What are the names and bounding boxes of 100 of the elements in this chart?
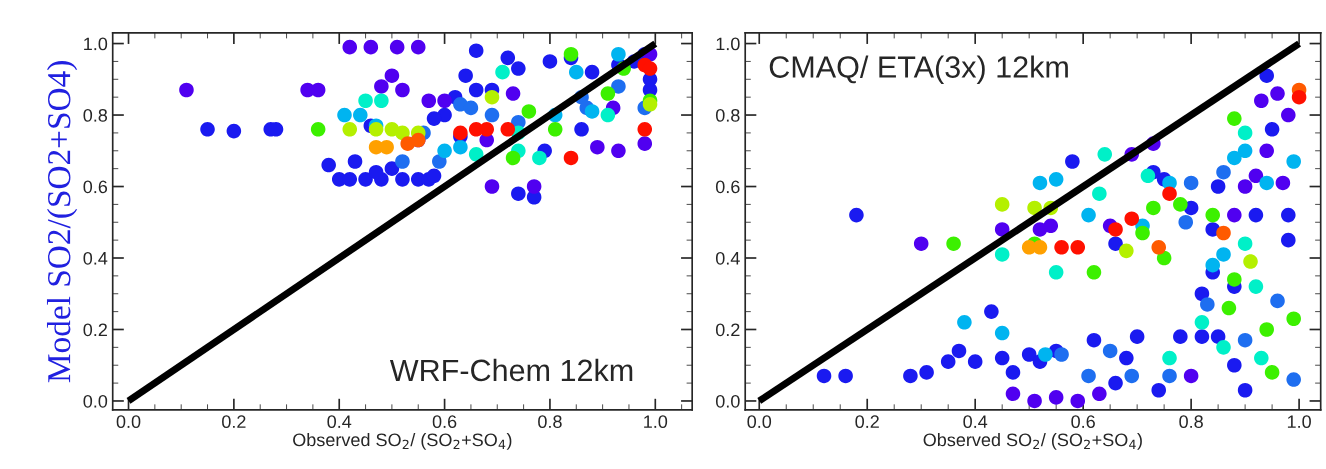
- point: [1032, 240, 1048, 255]
- point: [479, 122, 495, 137]
- x-tick-label: 0.2: [855, 415, 879, 429]
- point: [1005, 386, 1021, 402]
- point: [1227, 272, 1242, 287]
- point: [1183, 175, 1199, 191]
- point: [410, 39, 426, 55]
- y-tick-label: 0.8: [83, 108, 108, 122]
- point: [511, 186, 526, 201]
- point: [1221, 300, 1237, 316]
- point: [1054, 240, 1069, 255]
- point: [542, 54, 558, 69]
- point: [1146, 200, 1161, 216]
- point: [1237, 236, 1253, 251]
- point: [838, 368, 853, 384]
- x-tick-label: 1.0: [1287, 415, 1311, 429]
- x-tick-label: 0.8: [538, 415, 562, 429]
- point: [600, 107, 616, 123]
- y-tick-label: 0.4: [83, 251, 108, 265]
- point: [437, 93, 452, 109]
- point: [1173, 197, 1188, 212]
- point: [1281, 232, 1296, 248]
- point: [1205, 257, 1221, 273]
- point: [1102, 343, 1118, 359]
- point: [1194, 329, 1210, 344]
- point: [946, 236, 961, 251]
- point: [1264, 365, 1280, 380]
- point: [342, 122, 358, 137]
- y-tick-label: 1.0: [84, 37, 108, 51]
- point: [1065, 154, 1080, 169]
- point: [1151, 240, 1167, 255]
- point: [468, 147, 484, 162]
- point: [642, 97, 658, 112]
- y-tick-label: 0.6: [83, 180, 108, 194]
- point: [600, 86, 616, 101]
- point: [994, 222, 1010, 237]
- point: [374, 93, 389, 109]
- point: [1048, 390, 1064, 405]
- y-tick-label: 0.8: [715, 108, 740, 122]
- point: [1162, 186, 1177, 201]
- point: [1032, 175, 1048, 191]
- point: [1210, 179, 1226, 194]
- point: [1243, 254, 1258, 269]
- point: [590, 139, 605, 155]
- point: [1140, 168, 1156, 184]
- point: [500, 122, 516, 137]
- point: [368, 122, 384, 137]
- point: [994, 325, 1010, 341]
- point: [1005, 365, 1021, 380]
- point: [1227, 357, 1242, 373]
- point: [957, 315, 972, 330]
- point: [363, 39, 379, 55]
- point: [426, 168, 442, 184]
- point: [994, 350, 1010, 366]
- x-tick-label: 0.8: [1179, 415, 1203, 429]
- point: [1216, 247, 1231, 262]
- y-tick-label: 0.4: [715, 251, 740, 265]
- point: [584, 104, 600, 119]
- point: [967, 354, 983, 369]
- point: [395, 82, 410, 98]
- point: [1038, 347, 1053, 362]
- point: [611, 143, 626, 159]
- point: [1216, 225, 1231, 241]
- point: [903, 368, 918, 384]
- point: [1124, 211, 1140, 226]
- point: [321, 157, 336, 173]
- point: [1205, 207, 1221, 223]
- point: [1281, 107, 1296, 123]
- point: [1119, 350, 1134, 366]
- point: [994, 197, 1010, 212]
- point: [1194, 315, 1210, 330]
- point: [1183, 368, 1199, 384]
- point: [1178, 214, 1194, 230]
- point: [1259, 143, 1274, 159]
- point: [337, 107, 352, 123]
- point: [574, 122, 589, 137]
- point: [1237, 143, 1253, 159]
- x-tick-label: 0.4: [327, 415, 352, 429]
- point: [1070, 240, 1086, 255]
- point: [1135, 225, 1150, 241]
- point: [484, 179, 500, 194]
- point: [1227, 150, 1242, 166]
- point: [1254, 350, 1269, 366]
- point: [1286, 154, 1301, 169]
- point: [1264, 122, 1280, 137]
- point: [500, 50, 516, 66]
- point: [511, 61, 526, 76]
- point: [1108, 236, 1123, 251]
- point: [1092, 186, 1107, 201]
- y-tick-label: 0.0: [715, 394, 740, 408]
- point: [816, 368, 832, 384]
- x-tick-label: 0.0: [747, 415, 772, 429]
- point: [1237, 332, 1253, 348]
- point: [358, 172, 373, 187]
- point: [1286, 372, 1301, 387]
- point: [1173, 329, 1188, 344]
- x-axis-title: Observed SO$_{2}$/ (SO$_{2}$+SO$_{4}$): [293, 432, 512, 450]
- point: [1081, 207, 1096, 223]
- y-tick-label: 0.2: [715, 323, 740, 337]
- point: [453, 139, 468, 155]
